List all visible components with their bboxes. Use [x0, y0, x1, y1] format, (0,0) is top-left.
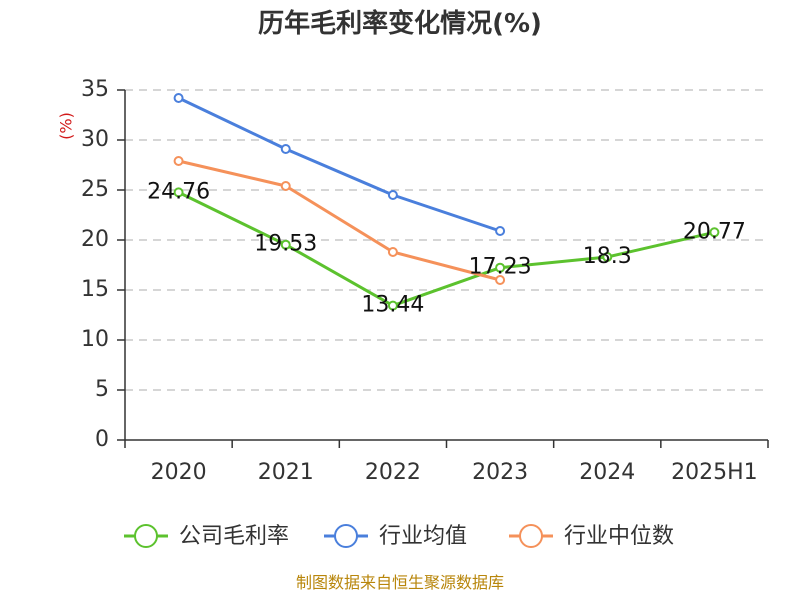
x-tick-label: 2021	[258, 460, 314, 485]
axes: 0 5 10 15 20 25 30 35 2020 2021 2022 2023 2024 2025H1	[81, 77, 769, 485]
y-tick-label: 15	[81, 277, 109, 302]
data-label: 18.3	[583, 244, 632, 269]
y-tick-label: 0	[95, 427, 109, 452]
data-point	[280, 181, 291, 191]
y-tick-label: 20	[81, 227, 109, 252]
x-tick-label: 2025H1	[671, 460, 758, 485]
legend-item-label: 公司毛利率	[179, 524, 289, 549]
chart-title: 历年毛利率变化情况(%)	[258, 8, 542, 39]
legend-marker	[134, 524, 158, 548]
data-point	[495, 262, 506, 273]
x-tick-label: 2023	[472, 460, 528, 485]
legend: 公司毛利率 行业均值 行业中位数	[124, 524, 674, 549]
data-point	[495, 226, 506, 236]
x-tick-label: 2022	[365, 460, 421, 485]
data-point	[387, 300, 398, 311]
data-point	[602, 252, 613, 262]
data-label: 17.23	[469, 255, 532, 280]
data-point	[173, 93, 184, 103]
series-line	[177, 190, 716, 308]
legend-item-label: 行业中位数	[564, 524, 674, 549]
y-tick-label: 10	[81, 327, 109, 352]
legend-marker	[334, 524, 358, 548]
series-lines	[177, 96, 716, 308]
legend-item-label: 行业均值	[379, 524, 467, 549]
series-line	[177, 159, 502, 282]
data-point	[280, 239, 291, 250]
data-point	[709, 227, 720, 238]
data-label: 13.44	[361, 293, 424, 318]
data-labels: 24.76 19.53 13.44 17.23 18.3 20.77	[147, 179, 746, 317]
data-label: 24.76	[147, 179, 210, 204]
data-point	[387, 247, 398, 257]
data-label: 19.53	[254, 232, 317, 257]
data-point	[173, 156, 184, 166]
y-tick-label: 5	[95, 377, 109, 402]
y-tick-label: 30	[81, 127, 109, 152]
grid-lines	[125, 89, 768, 391]
y-tick-label: 35	[81, 77, 109, 102]
data-point	[173, 187, 184, 198]
x-tick-label: 2020	[151, 460, 207, 485]
series-line	[177, 96, 502, 233]
data-point	[495, 275, 506, 285]
source-note: 制图数据来自恒生聚源数据库	[296, 573, 504, 592]
data-label: 20.77	[683, 219, 746, 244]
x-tick-label: 2024	[579, 460, 635, 485]
data-point	[280, 144, 291, 154]
y-axis-label: (%)	[57, 112, 76, 140]
y-tick-label: 25	[81, 177, 109, 202]
data-points	[173, 93, 720, 311]
data-point	[387, 190, 398, 200]
legend-marker	[519, 524, 543, 548]
